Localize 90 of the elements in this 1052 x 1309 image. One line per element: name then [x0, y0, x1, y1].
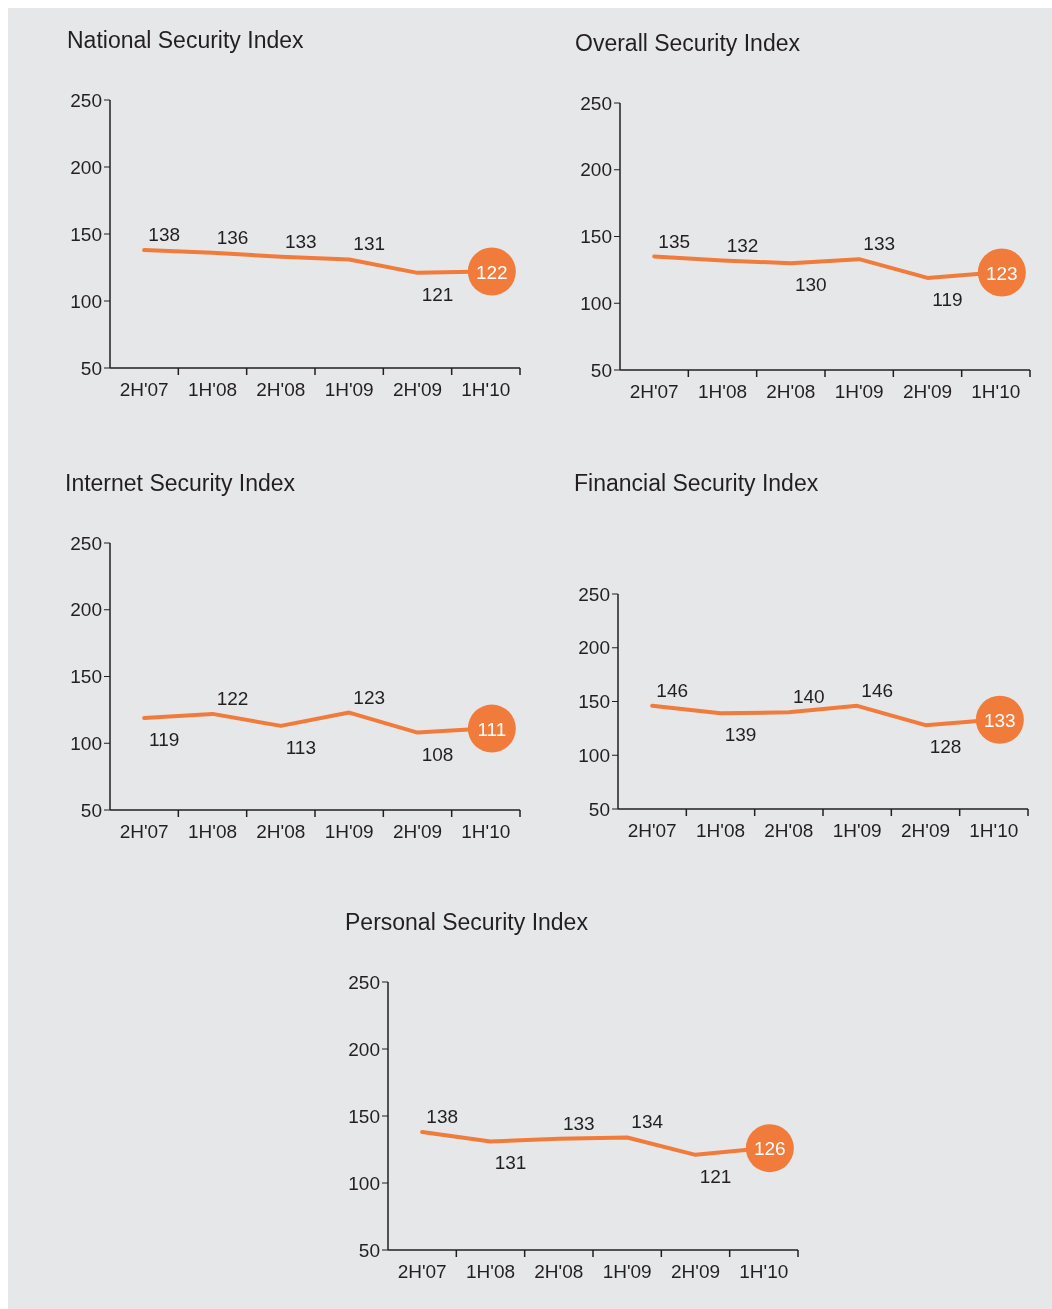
data-label: 113 [285, 736, 316, 758]
data-label: 133 [983, 709, 1016, 731]
x-tick-label: 2H'09 [900, 820, 951, 841]
y-tick-label: 50 [80, 799, 102, 821]
x-tick-label: 1H'08 [697, 381, 748, 402]
x-tick-label: 1H'09 [602, 1261, 652, 1282]
y-tick-label: 150 [70, 223, 102, 245]
y-tick-label: 50 [590, 359, 612, 381]
y-tick-label: 200 [70, 156, 102, 178]
y-tick-label: 200 [578, 637, 610, 659]
x-tick-label: 1H'09 [324, 379, 374, 400]
x-tick-label: 2H'07 [397, 1261, 447, 1282]
data-label: 140 [792, 686, 825, 708]
data-label: 133 [863, 233, 896, 255]
chart-title: National Security Index [66, 26, 305, 55]
x-tick-label: 2H'09 [902, 381, 953, 402]
data-label: 123 [985, 262, 1018, 284]
y-tick-label: 150 [578, 691, 610, 713]
x-tick-label: 2H'09 [670, 1261, 721, 1282]
y-tick-label: 250 [578, 583, 610, 605]
y-tick-label: 50 [588, 798, 610, 820]
data-label: 130 [794, 274, 827, 296]
x-tick-label: 1H'09 [834, 381, 884, 402]
data-label: 108 [421, 743, 454, 765]
data-label: 122 [216, 687, 249, 709]
data-label: 139 [724, 724, 757, 746]
x-tick-label: 1H'10 [461, 379, 511, 400]
y-tick-label: 250 [70, 532, 102, 554]
x-tick-label: 2H'08 [766, 381, 816, 402]
y-tick-label: 250 [580, 92, 612, 114]
chart-title: Personal Security Index [344, 908, 589, 937]
y-tick-label: 150 [348, 1105, 380, 1127]
x-tick-label: 1H'10 [739, 1261, 789, 1282]
y-tick-label: 150 [580, 226, 612, 248]
x-tick-label: 2H'08 [256, 821, 306, 842]
data-label: 133 [284, 230, 317, 252]
x-tick-label: 2H'09 [392, 379, 443, 400]
x-tick-label: 2H'08 [534, 1261, 584, 1282]
y-tick-label: 250 [348, 971, 380, 993]
data-label: 128 [929, 736, 962, 758]
chart-title: Financial Security Index [573, 469, 820, 498]
x-tick-label: 1H'08 [187, 821, 238, 842]
data-label: 131 [494, 1152, 527, 1174]
x-tick-label: 1H'08 [465, 1261, 516, 1282]
x-tick-label: 1H'10 [971, 381, 1021, 402]
y-tick-label: 100 [70, 732, 102, 754]
data-label: 136 [216, 226, 249, 248]
chart-title: Overall Security Index [574, 29, 801, 58]
data-label: 138 [426, 1106, 459, 1128]
x-tick-label: 2H'08 [764, 820, 814, 841]
data-label: 132 [726, 234, 759, 256]
y-tick-label: 250 [70, 89, 102, 111]
data-label: 131 [353, 233, 386, 255]
y-tick-label: 100 [578, 744, 610, 766]
y-tick-label: 100 [580, 292, 612, 314]
data-label: 138 [148, 224, 181, 246]
x-tick-label: 2H'09 [392, 821, 443, 842]
y-tick-label: 50 [358, 1239, 380, 1261]
data-label: 121 [421, 283, 454, 305]
data-label: 123 [353, 686, 386, 708]
x-tick-label: 1H'10 [969, 820, 1019, 841]
x-tick-label: 1H'08 [695, 820, 746, 841]
data-label: 119 [149, 728, 180, 750]
data-label: 146 [656, 679, 689, 701]
x-tick-label: 1H'10 [461, 821, 511, 842]
x-tick-label: 2H'07 [629, 381, 679, 402]
x-tick-label: 2H'07 [627, 820, 677, 841]
data-label: 119 [932, 288, 963, 310]
y-tick-label: 100 [348, 1172, 380, 1194]
data-label: 122 [475, 261, 508, 283]
x-tick-label: 1H'09 [324, 821, 374, 842]
y-tick-label: 200 [70, 599, 102, 621]
data-label: 134 [631, 1111, 664, 1133]
x-tick-label: 1H'08 [187, 379, 238, 400]
y-tick-label: 50 [80, 357, 102, 379]
x-tick-label: 2H'07 [119, 379, 169, 400]
data-label: 135 [658, 230, 691, 252]
data-label: 133 [562, 1112, 595, 1134]
chart-title: Internet Security Index [64, 469, 297, 498]
x-tick-label: 2H'07 [119, 821, 169, 842]
y-tick-label: 200 [580, 159, 612, 181]
x-tick-label: 2H'08 [256, 379, 306, 400]
data-label: 121 [699, 1165, 732, 1187]
y-tick-label: 200 [348, 1038, 380, 1060]
y-tick-label: 100 [70, 290, 102, 312]
x-tick-label: 1H'09 [832, 820, 882, 841]
data-label: 111 [477, 718, 507, 740]
data-label: 146 [861, 679, 894, 701]
y-tick-label: 150 [70, 666, 102, 688]
data-label: 126 [753, 1138, 786, 1160]
